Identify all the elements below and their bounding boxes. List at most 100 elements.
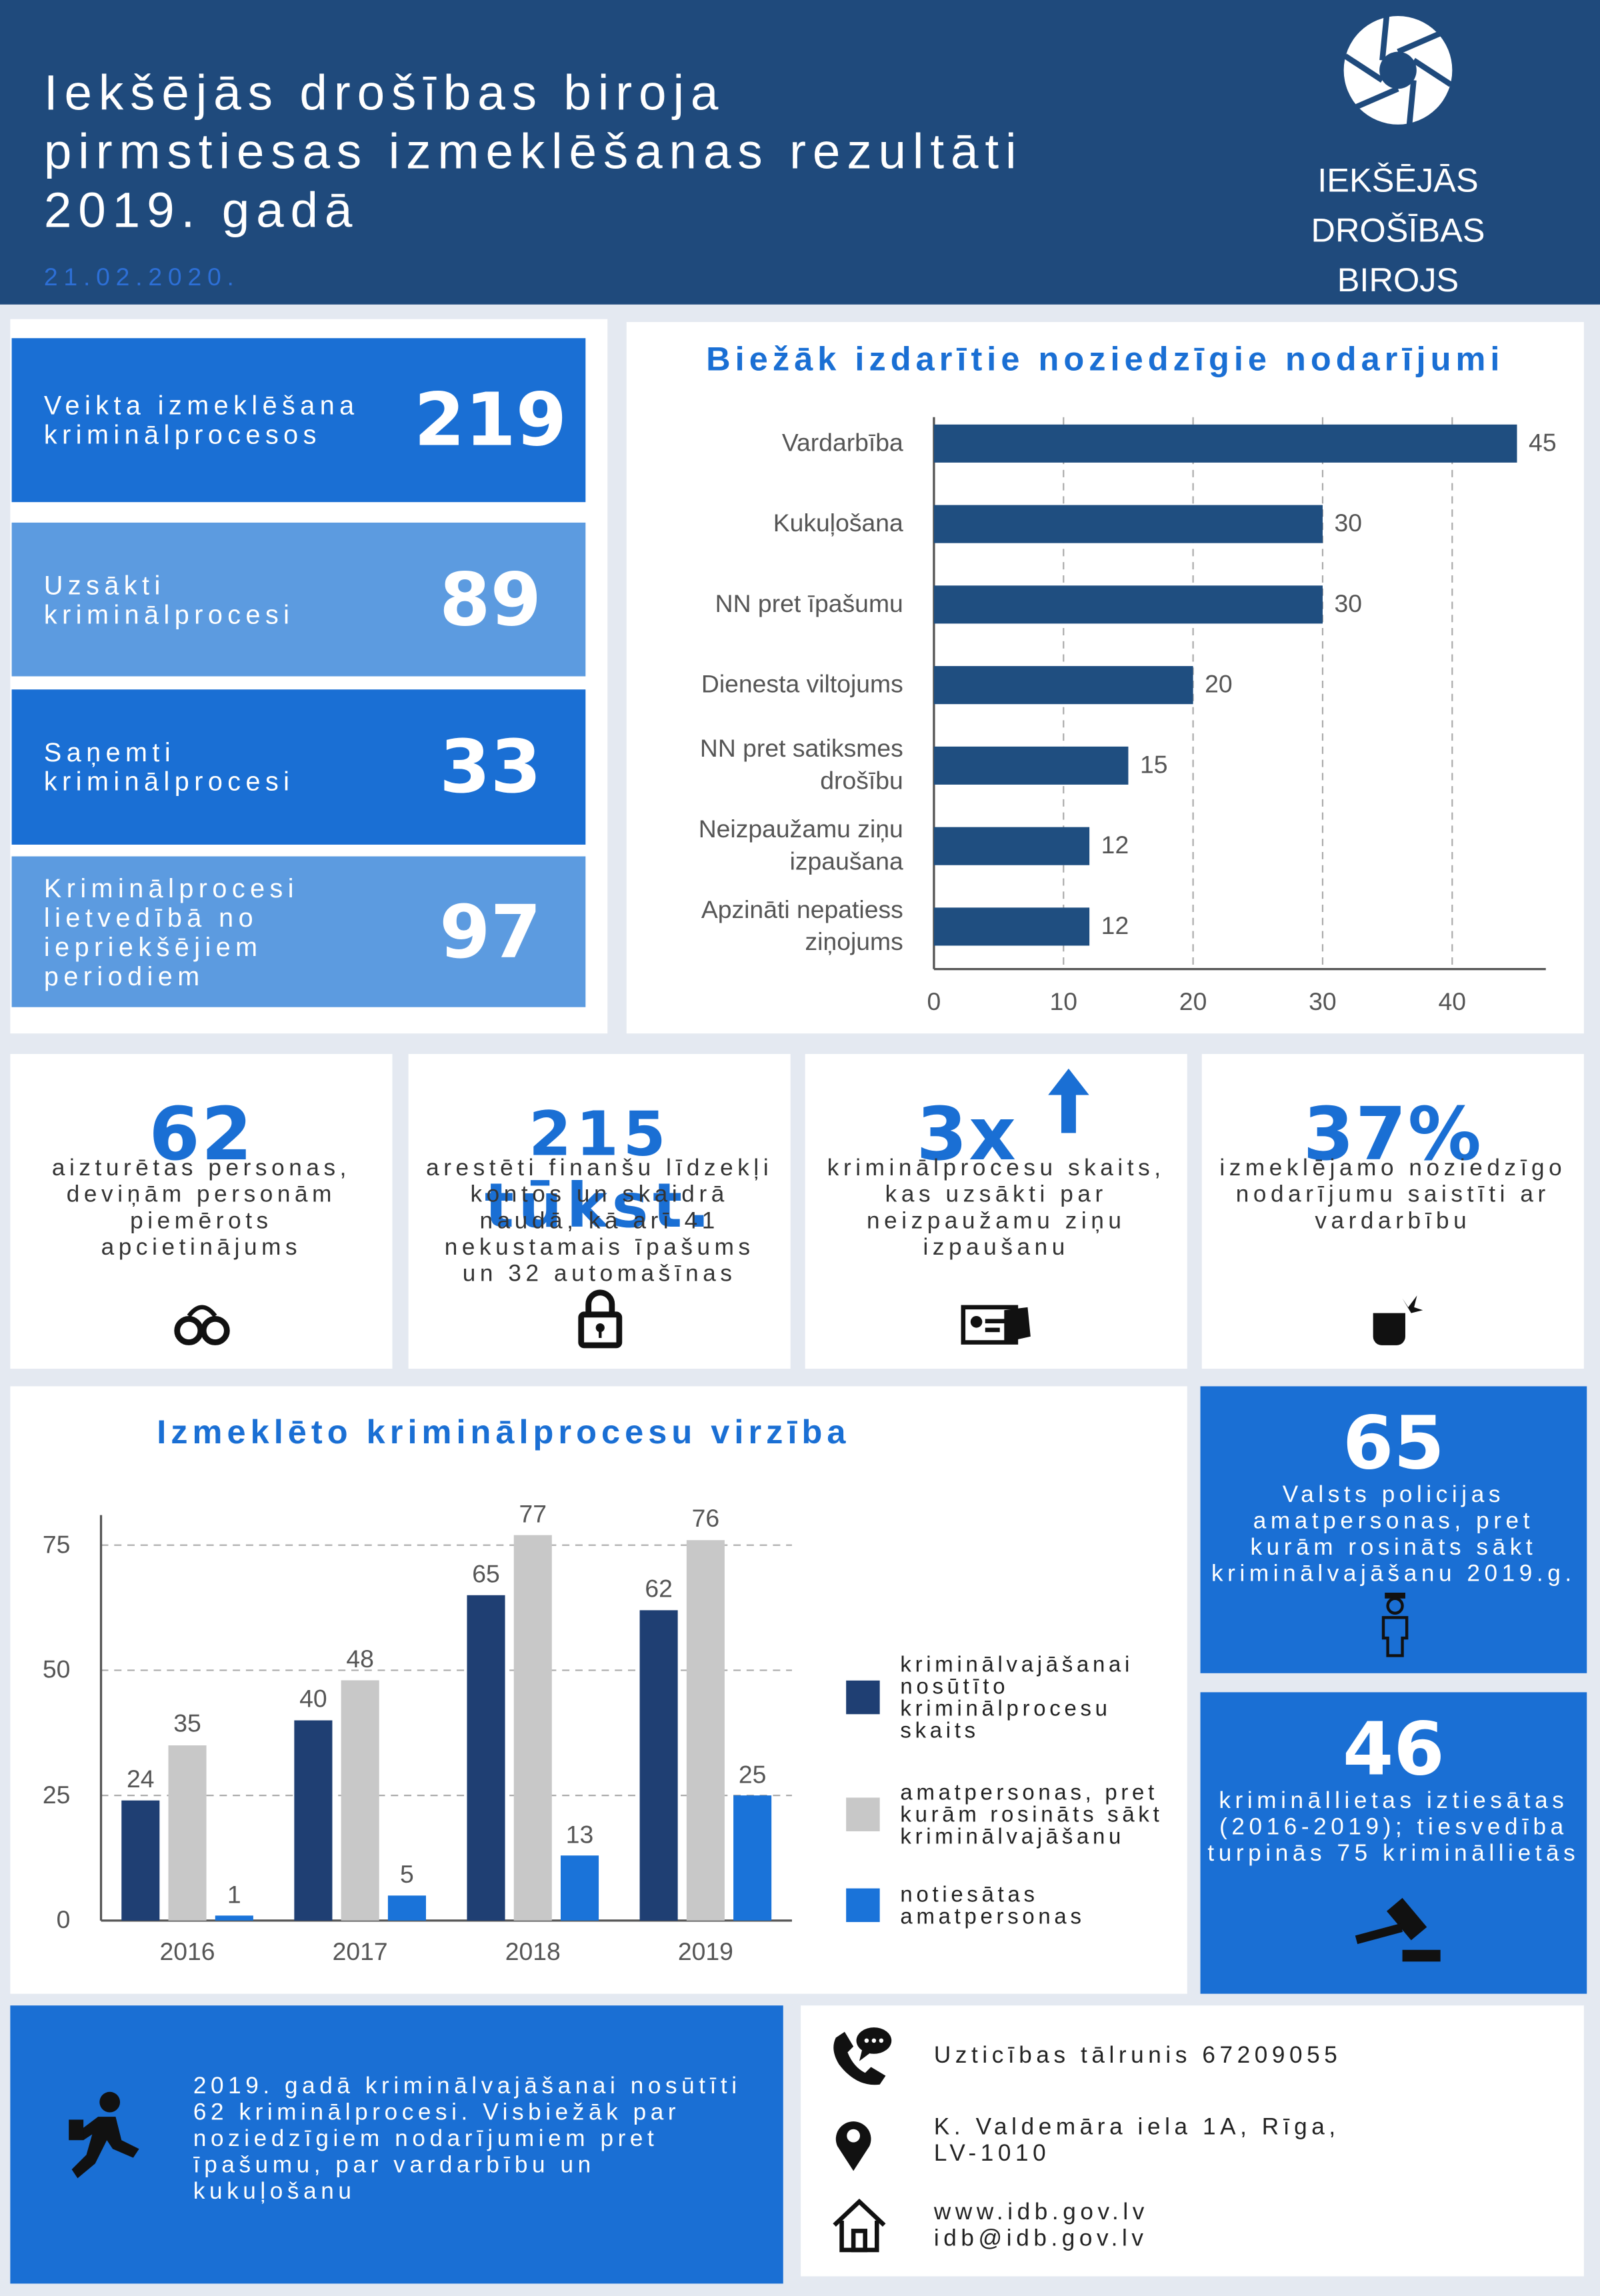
highlight-text: kriminālprocesu skaits, kas uzsākti par … <box>827 1156 1165 1261</box>
stat-label: Uzsākti kriminālprocesi <box>43 570 295 629</box>
value-label: 12 <box>1101 831 1129 859</box>
header <box>0 0 1600 305</box>
highlight-text: aizturētas personas, deviņām personām pi… <box>51 1156 351 1261</box>
value-label: 76 <box>691 1505 720 1533</box>
bar <box>121 1800 160 1921</box>
handcuffs-icon <box>173 1305 229 1345</box>
bar <box>168 1745 207 1921</box>
highlight-box: 37% izmeklējamo noziedzīgo nodarījumu sa… <box>1201 1053 1584 1369</box>
side-stat-box: 46 krimināllietas iztiesātas (2016-2019)… <box>1200 1692 1587 1994</box>
x-tick-label: 20 <box>1179 988 1207 1016</box>
bar <box>560 1855 599 1921</box>
bar <box>933 585 1323 624</box>
x-tick-label: 2017 <box>332 1938 388 1966</box>
legend-swatch <box>846 1797 880 1831</box>
bar <box>294 1720 333 1921</box>
bar <box>513 1535 552 1921</box>
stat-value: 33 <box>439 724 541 810</box>
footer-summary-box: 2019. gadā kriminālvajāšanai nosūtīti 62… <box>10 2005 783 2284</box>
x-tick-label: 10 <box>1049 988 1077 1016</box>
side-stat-text: Valsts policijas amatpersonas, pret kurā… <box>1211 1483 1576 1587</box>
legend-swatch <box>846 1680 880 1715</box>
header-title: Iekšējās drošības biroja pirmstiesas izm… <box>44 65 1023 240</box>
category-label: Vardarbība <box>781 429 903 457</box>
category-label: Neizpaužamu ziņu izpaušana <box>698 815 903 876</box>
y-tick-label: 75 <box>42 1530 71 1559</box>
home-icon <box>833 2198 886 2253</box>
stat-label: Saņemti kriminālprocesi <box>43 737 295 797</box>
bar <box>933 505 1323 543</box>
bar <box>467 1595 505 1921</box>
x-tick-label: 2019 <box>677 1938 733 1966</box>
y-tick-label: 0 <box>56 1905 71 1934</box>
value-label: 5 <box>400 1860 414 1889</box>
bar <box>639 1610 678 1921</box>
header-date: 21.02.2020. <box>43 263 240 291</box>
highlight-value: 3x <box>916 1092 1018 1177</box>
logo-line: IEKŠĒJĀS <box>1317 161 1479 199</box>
value-label: 30 <box>1334 589 1363 618</box>
fist-icon <box>1372 1295 1423 1345</box>
bar <box>933 746 1129 785</box>
stat-box: Uzsākti kriminālprocesi 89 <box>11 522 586 677</box>
title-line: 2019. gadā <box>43 183 359 239</box>
highlight-box: 215 tūkst. arestēti finanšu līdzekļi kon… <box>408 1053 791 1369</box>
value-label: 30 <box>1334 509 1363 537</box>
value-label: 65 <box>472 1560 500 1588</box>
stat-box: Kriminālprocesi lietvedībā no iepriekšēj… <box>11 856 586 1007</box>
chart-title: Izmeklēto kriminālprocesu virzība <box>157 1412 851 1451</box>
highlight-text: arestēti finanšu līdzekļi kontos un skai… <box>426 1156 773 1287</box>
runner-icon <box>69 2091 139 2179</box>
category-label: NN pret satiksmes drošību <box>699 735 903 795</box>
highlight-value: 62 <box>149 1092 254 1177</box>
stat-value: 219 <box>413 377 567 463</box>
contacts-panel: Uzticības tālrunis 67209055 K. Valdemāra… <box>801 2005 1584 2277</box>
bar <box>933 907 1090 946</box>
value-label: 13 <box>565 1820 594 1849</box>
id-card-icon <box>960 1305 1030 1345</box>
stat-box: Saņemti kriminālprocesi 33 <box>11 689 586 845</box>
category-label: Dienesta viltojums <box>701 670 903 699</box>
highlight-text: izmeklējamo noziedzīgo nodarījumu saistī… <box>1219 1156 1567 1235</box>
value-label: 1 <box>227 1880 241 1909</box>
legend-label: amatpersonas, pret kurām rosināts sākt k… <box>900 1781 1163 1850</box>
value-label: 35 <box>173 1710 201 1739</box>
x-tick-label: 40 <box>1438 988 1467 1016</box>
category-label: NN pret īpašumu <box>715 589 903 618</box>
legend-label: kriminālvajāšanai nosūtīto kriminālproce… <box>900 1653 1134 1744</box>
side-stat-value: 46 <box>1342 1707 1445 1792</box>
value-label: 77 <box>519 1499 547 1528</box>
side-stat-value: 65 <box>1342 1401 1445 1486</box>
title-line: pirmstiesas izmeklēšanas rezultāti <box>43 124 1023 181</box>
highlight-value: 215 tūkst. <box>484 1097 715 1242</box>
x-tick-label: 30 <box>1309 988 1337 1016</box>
gavel-icon <box>1355 1897 1441 1962</box>
logo-text: IEKŠĒJĀS DROŠĪBAS BIROJS <box>1288 155 1507 305</box>
highlight-box: 3x kriminālprocesu skaits, kas uzsākti p… <box>805 1053 1187 1369</box>
chart-panel <box>10 1386 1187 1994</box>
contact-email: idb@idb.gov.lv <box>933 2226 1148 2252</box>
footer-summary: 2019. gadā kriminālvajāšanai nosūtīti 62… <box>193 2074 741 2205</box>
contact-phone: Uzticības tālrunis 67209055 <box>933 2043 1342 2069</box>
chart-title: Biežāk izdarītie noziedzīgie nodarījumi <box>706 339 1505 378</box>
logo-icon <box>1343 15 1453 125</box>
value-label: 20 <box>1205 670 1233 699</box>
x-tick-label: 2018 <box>505 1938 561 1966</box>
category-label: Kukuļošana <box>773 509 903 537</box>
value-label: 15 <box>1140 751 1168 779</box>
bar <box>686 1540 725 1921</box>
phone-icon <box>833 2027 892 2085</box>
bar <box>933 424 1517 463</box>
value-label: 62 <box>645 1575 673 1603</box>
bar <box>387 1895 426 1921</box>
contact-address: K. Valdemāra iela 1A, Rīga, LV-1010 <box>933 2115 1340 2167</box>
value-label: 48 <box>346 1645 374 1673</box>
logo-line: DROŠĪBAS <box>1311 211 1485 249</box>
pin-icon <box>835 2121 871 2171</box>
x-tick-label: 2016 <box>159 1938 215 1966</box>
stat-label: Veikta izmeklēšana kriminālprocesos <box>43 391 359 450</box>
bar <box>215 1915 253 1921</box>
